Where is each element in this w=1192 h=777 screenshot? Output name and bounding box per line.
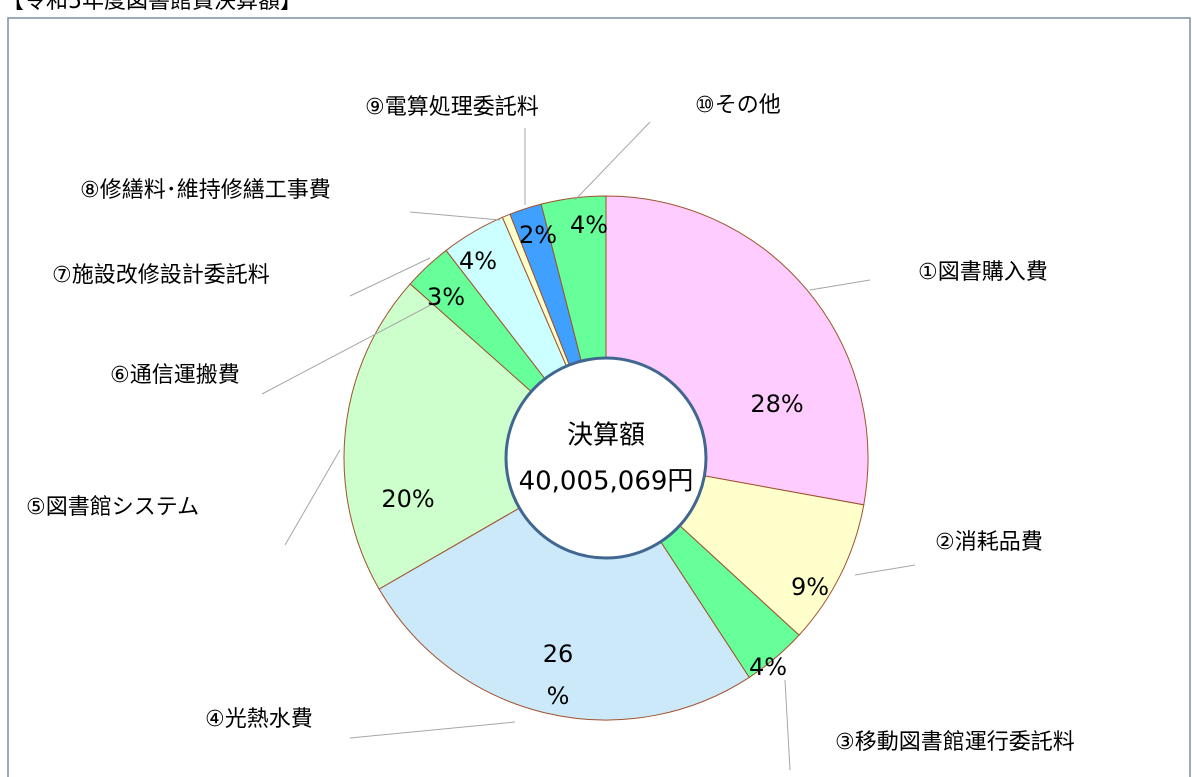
leader-line (261, 299, 441, 395)
category-label: ⑨電算処理委託料 (365, 95, 539, 120)
value-label: 26% (543, 640, 574, 710)
category-label: ⑦施設改修設計委託料 (52, 263, 270, 288)
value-label: 9% (791, 573, 829, 601)
category-label: ①図書購入費 (918, 260, 1048, 285)
leader-line (574, 121, 651, 201)
leader-line (784, 679, 791, 771)
center-label: 40,005,069円 (519, 467, 694, 497)
category-label: ⑤図書館システム (26, 495, 199, 520)
category-label: ③移動図書館運行委託料 (835, 730, 1075, 755)
center-label: 決算額 (567, 421, 645, 451)
leader-line (349, 721, 516, 739)
category-label: ⑩その他 (695, 93, 781, 118)
leader-line (854, 564, 916, 576)
leader-line (409, 211, 501, 221)
leader-line (349, 257, 431, 297)
value-label: 2% (519, 221, 557, 249)
category-label: ②消耗品費 (935, 530, 1043, 555)
category-label: ④光熱水費 (205, 707, 313, 732)
chart-title: 【令和5年度図書館費決算額】 (2, 0, 302, 14)
value-label: 20% (381, 485, 434, 513)
leader-line (809, 279, 871, 291)
frame (7, 17, 1191, 777)
slice (378, 457, 750, 721)
value-label: 4% (749, 653, 787, 681)
slice (343, 283, 607, 590)
value-label: 4% (570, 211, 608, 239)
leader-line (284, 449, 341, 546)
value-label: 4% (459, 247, 497, 275)
value-label: 3% (427, 283, 465, 311)
value-label: 28% (750, 390, 803, 418)
donut-hole (504, 356, 708, 560)
category-label: ⑥通信運搬費 (110, 363, 240, 388)
category-label: ⑧修繕料･維持修繕工事費 (80, 178, 331, 203)
